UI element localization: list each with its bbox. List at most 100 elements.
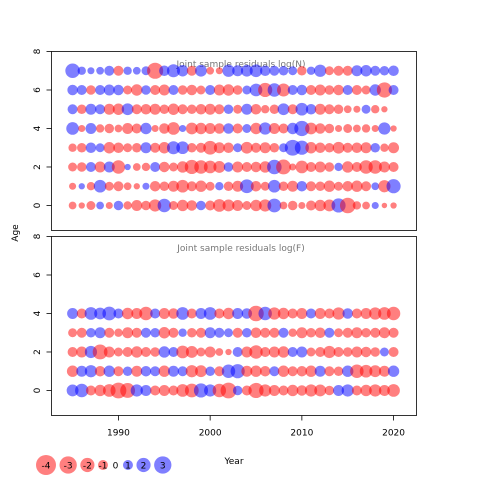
top-bubble-age5-2017 <box>361 104 371 114</box>
top-bubble-age1-2006 <box>260 181 270 191</box>
bottom-bubble-age2-1998 <box>185 346 198 358</box>
top-bubble-age7-1988 <box>96 66 104 75</box>
bottom-bubble-age2-1999 <box>196 347 206 357</box>
top-panel-y-axis: 0 2 4 6 8 <box>33 48 52 208</box>
top-bubble-age6-2008 <box>277 83 291 97</box>
top-bubble-age2-1989 <box>103 161 115 173</box>
top-bubble-age5-1991 <box>121 103 134 116</box>
bottom-bubble-age1-1985 <box>66 365 79 377</box>
top-bubble-age0-2012 <box>314 199 326 212</box>
top-bubble-age2-2015 <box>342 161 354 173</box>
top-bubble-age3-2000 <box>203 140 218 155</box>
top-bubble-age2-1990 <box>111 160 126 174</box>
bottom-bubble-age0-2020 <box>387 384 400 397</box>
bottom-bubble-age1-2018 <box>369 365 382 378</box>
bottom-bubble-age1-2003 <box>230 364 245 379</box>
bottom-bubble-age1-2010 <box>296 365 308 377</box>
top-bubble-age4-2000 <box>204 123 216 134</box>
top-bubble-age6-2015 <box>342 84 353 95</box>
top-bubble-age4-1991 <box>122 123 134 134</box>
legend-label-2: 2 <box>141 462 147 472</box>
bottom-bubble-age3-2017 <box>361 328 371 338</box>
bottom-bubble-age0-2016 <box>351 385 362 396</box>
bottom-bubble-age0-1994 <box>150 385 161 396</box>
top-bubble-age2-1987 <box>85 161 96 172</box>
bottom-bubble-age4-1989 <box>102 306 117 321</box>
legend-bubble-1 <box>122 460 133 470</box>
top-bubble-age6-1992 <box>131 84 143 96</box>
bottom-bubble-age2-1991 <box>122 346 133 357</box>
bottom-y-tick-label-4: 4 <box>33 310 43 316</box>
top-bubble-age5-2018 <box>371 105 380 114</box>
top-bubble-age4-2007 <box>268 123 280 134</box>
bottom-bubble-age4-2011 <box>306 308 317 319</box>
bottom-bubble-age3-2007 <box>269 327 280 338</box>
top-bubble-age3-2003 <box>233 143 243 153</box>
top-bubble-age3-2015 <box>342 142 353 153</box>
bottom-bubble-age4-2014 <box>332 307 345 320</box>
legend-label--4: -4 <box>42 462 51 472</box>
top-bubble-age2-1992 <box>132 163 141 171</box>
top-bubble-age1-1996 <box>167 180 179 192</box>
top-bubble-age1-2000 <box>205 181 215 191</box>
bottom-bubble-age3-2001 <box>214 327 225 338</box>
top-bubble-age3-1993 <box>140 142 152 154</box>
top-bubble-age1-2013 <box>323 180 336 192</box>
top-bubble-age4-2015 <box>343 124 353 133</box>
top-bubble-age1-2014 <box>334 181 344 191</box>
top-bubble-age4-1997 <box>179 124 187 133</box>
bottom-bubble-age1-1990 <box>113 366 124 377</box>
top-bubble-age4-1996 <box>167 122 180 135</box>
bottom-bubble-age1-1992 <box>131 365 143 377</box>
x-axis-label: Year <box>223 457 243 467</box>
bottom-bubble-age2-2005 <box>249 345 263 359</box>
bottom-bubble-age3-1997 <box>178 328 187 337</box>
top-bubble-age1-2002 <box>223 181 234 191</box>
top-bubble-age6-1990 <box>113 84 124 96</box>
bottom-bubble-age2-1992 <box>131 346 143 358</box>
top-bubble-age0-1994 <box>149 199 162 212</box>
top-bubble-age5-2019 <box>381 106 388 113</box>
top-bubble-age0-1998 <box>186 200 198 211</box>
top-bubble-age2-2016 <box>351 161 362 172</box>
top-bubble-age6-1985 <box>67 84 78 96</box>
top-bubble-age5-2014 <box>333 104 344 114</box>
top-bubble-age6-2009 <box>287 84 298 95</box>
top-bubble-age0-2018 <box>371 201 379 210</box>
top-bubble-age7-2007 <box>269 65 280 76</box>
bottom-bubble-age4-2018 <box>369 307 382 320</box>
top-bubble-age3-2004 <box>240 141 253 154</box>
top-bubble-age0-1995 <box>157 198 172 213</box>
top-bubble-age1-2010 <box>296 180 308 192</box>
top-bubble-age2-1991 <box>124 163 131 171</box>
bottom-bubble-age4-1991 <box>121 307 134 320</box>
bottom-bubble-age3-1988 <box>94 327 106 339</box>
bottom-bubble-age4-1996 <box>168 308 179 319</box>
top-bubble-age0-2003 <box>232 200 244 211</box>
bottom-bubble-age4-2019 <box>378 307 391 320</box>
top-bubble-age5-1989 <box>103 103 115 115</box>
top-panel-title: Joint sample residuals log(N) <box>175 60 305 70</box>
bottom-bubble-age0-2000 <box>204 384 217 397</box>
top-bubble-age3-1997 <box>176 141 189 155</box>
top-bubble-age6-1989 <box>103 84 115 96</box>
top-bubble-age3-2017 <box>360 142 372 154</box>
bottom-bubble-age4-1990 <box>113 308 124 319</box>
top-bubble-age3-2014 <box>332 141 345 154</box>
top-bubble-age1-2005 <box>250 180 262 192</box>
bottom-bubble-age0-1991 <box>120 383 136 398</box>
top-bubble-age7-1997 <box>176 65 189 77</box>
bottom-bubble-age3-2014 <box>334 328 344 338</box>
bottom-bubble-age0-1992 <box>130 384 143 397</box>
bottom-bubble-age0-2017 <box>360 384 372 397</box>
bottom-bubble-age0-2011 <box>304 384 318 397</box>
bottom-bubble-age1-2000 <box>205 366 215 376</box>
bottom-bubble-age1-1989 <box>103 365 115 377</box>
bottom-bubble-age3-1998 <box>187 328 197 338</box>
top-bubble-age3-1985 <box>68 143 77 152</box>
legend-label--3: -3 <box>64 462 73 472</box>
bottom-bubble-age3-2000 <box>204 327 216 339</box>
top-bubble-age3-1986 <box>77 143 87 153</box>
bottom-bubble-age2-2010 <box>296 346 308 358</box>
bottom-bubble-age4-1985 <box>67 308 79 319</box>
